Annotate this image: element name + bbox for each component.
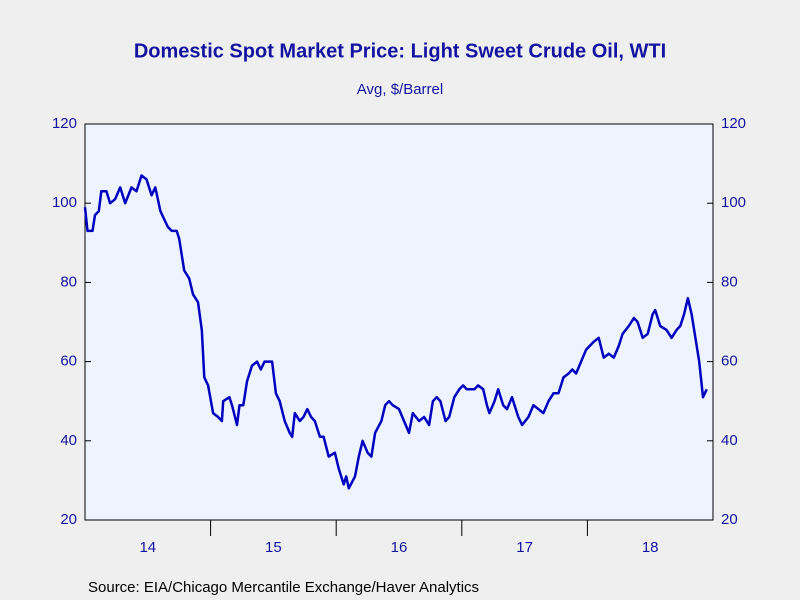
y-tick-label: 120	[52, 115, 77, 132]
chart-subtitle: Avg, $/Barrel	[357, 81, 443, 98]
y2-tick-label: 80	[721, 273, 738, 290]
y2-tick-label: 120	[721, 115, 746, 132]
x-tick-label: 18	[642, 539, 659, 556]
y-tick-label: 60	[60, 353, 77, 370]
plot-area	[84, 123, 714, 521]
x-tick-label: 17	[516, 539, 533, 556]
price-line	[83, 174, 708, 490]
source: Source: EIA/Chicago Mercantile Exchange/…	[88, 579, 479, 596]
x-tick-label: 16	[391, 539, 408, 556]
x-tick-label: 14	[139, 539, 156, 556]
y2-tick-label: 60	[721, 353, 738, 370]
y-tick-label: 80	[60, 273, 77, 290]
y2-tick-label: 20	[721, 511, 738, 528]
y-tick-label: 100	[52, 194, 77, 211]
y-tick-label: 20	[60, 511, 77, 528]
y2-tick-label: 100	[721, 194, 746, 211]
y-tick-label: 40	[60, 432, 77, 449]
x-tick-label: 15	[265, 539, 282, 556]
y2-tick-label: 40	[721, 432, 738, 449]
chart-title: Domestic Spot Market Price: Light Sweet …	[134, 40, 666, 62]
